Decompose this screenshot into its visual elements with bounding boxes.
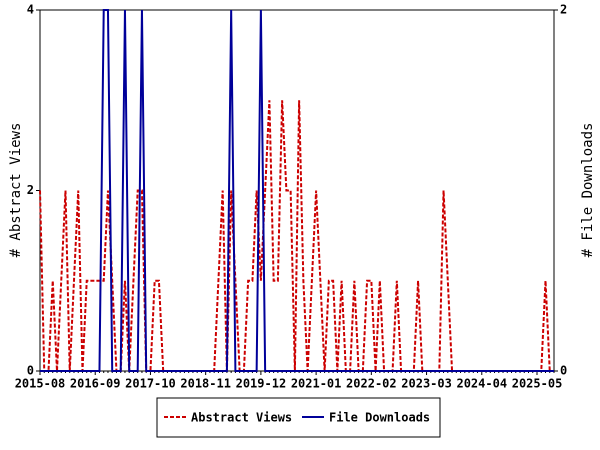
legend-label: File Downloads (329, 411, 430, 425)
y2-axis-label: # File Downloads (580, 123, 596, 258)
x-tick-label: 2015-08 (15, 377, 66, 391)
y-tick-label: 4 (27, 3, 34, 17)
x-tick-label: 2017-10 (125, 377, 176, 391)
x-tick-label: 2024-04 (456, 377, 507, 391)
y-tick-label: 2 (27, 183, 34, 197)
legend-label: Abstract Views (191, 411, 292, 425)
legend (156, 397, 441, 438)
x-tick-label: 2023-03 (401, 377, 452, 391)
y2-tick-label: 0 (560, 364, 567, 378)
x-tick-label: 2022-02 (346, 377, 397, 391)
x-tick-label: 2025-05 (512, 377, 563, 391)
x-tick-label: 2019-12 (236, 377, 287, 391)
y2-tick-label: 2 (560, 3, 567, 17)
x-tick-label: 2016-09 (70, 377, 121, 391)
x-tick-label: 2018-11 (180, 377, 231, 391)
series-line (40, 9, 554, 372)
y-tick-label: 0 (27, 364, 34, 378)
series-line (39, 100, 554, 372)
x-tick-label: 2021-01 (291, 377, 342, 391)
y-axis-label: # Abstract Views (8, 123, 24, 258)
